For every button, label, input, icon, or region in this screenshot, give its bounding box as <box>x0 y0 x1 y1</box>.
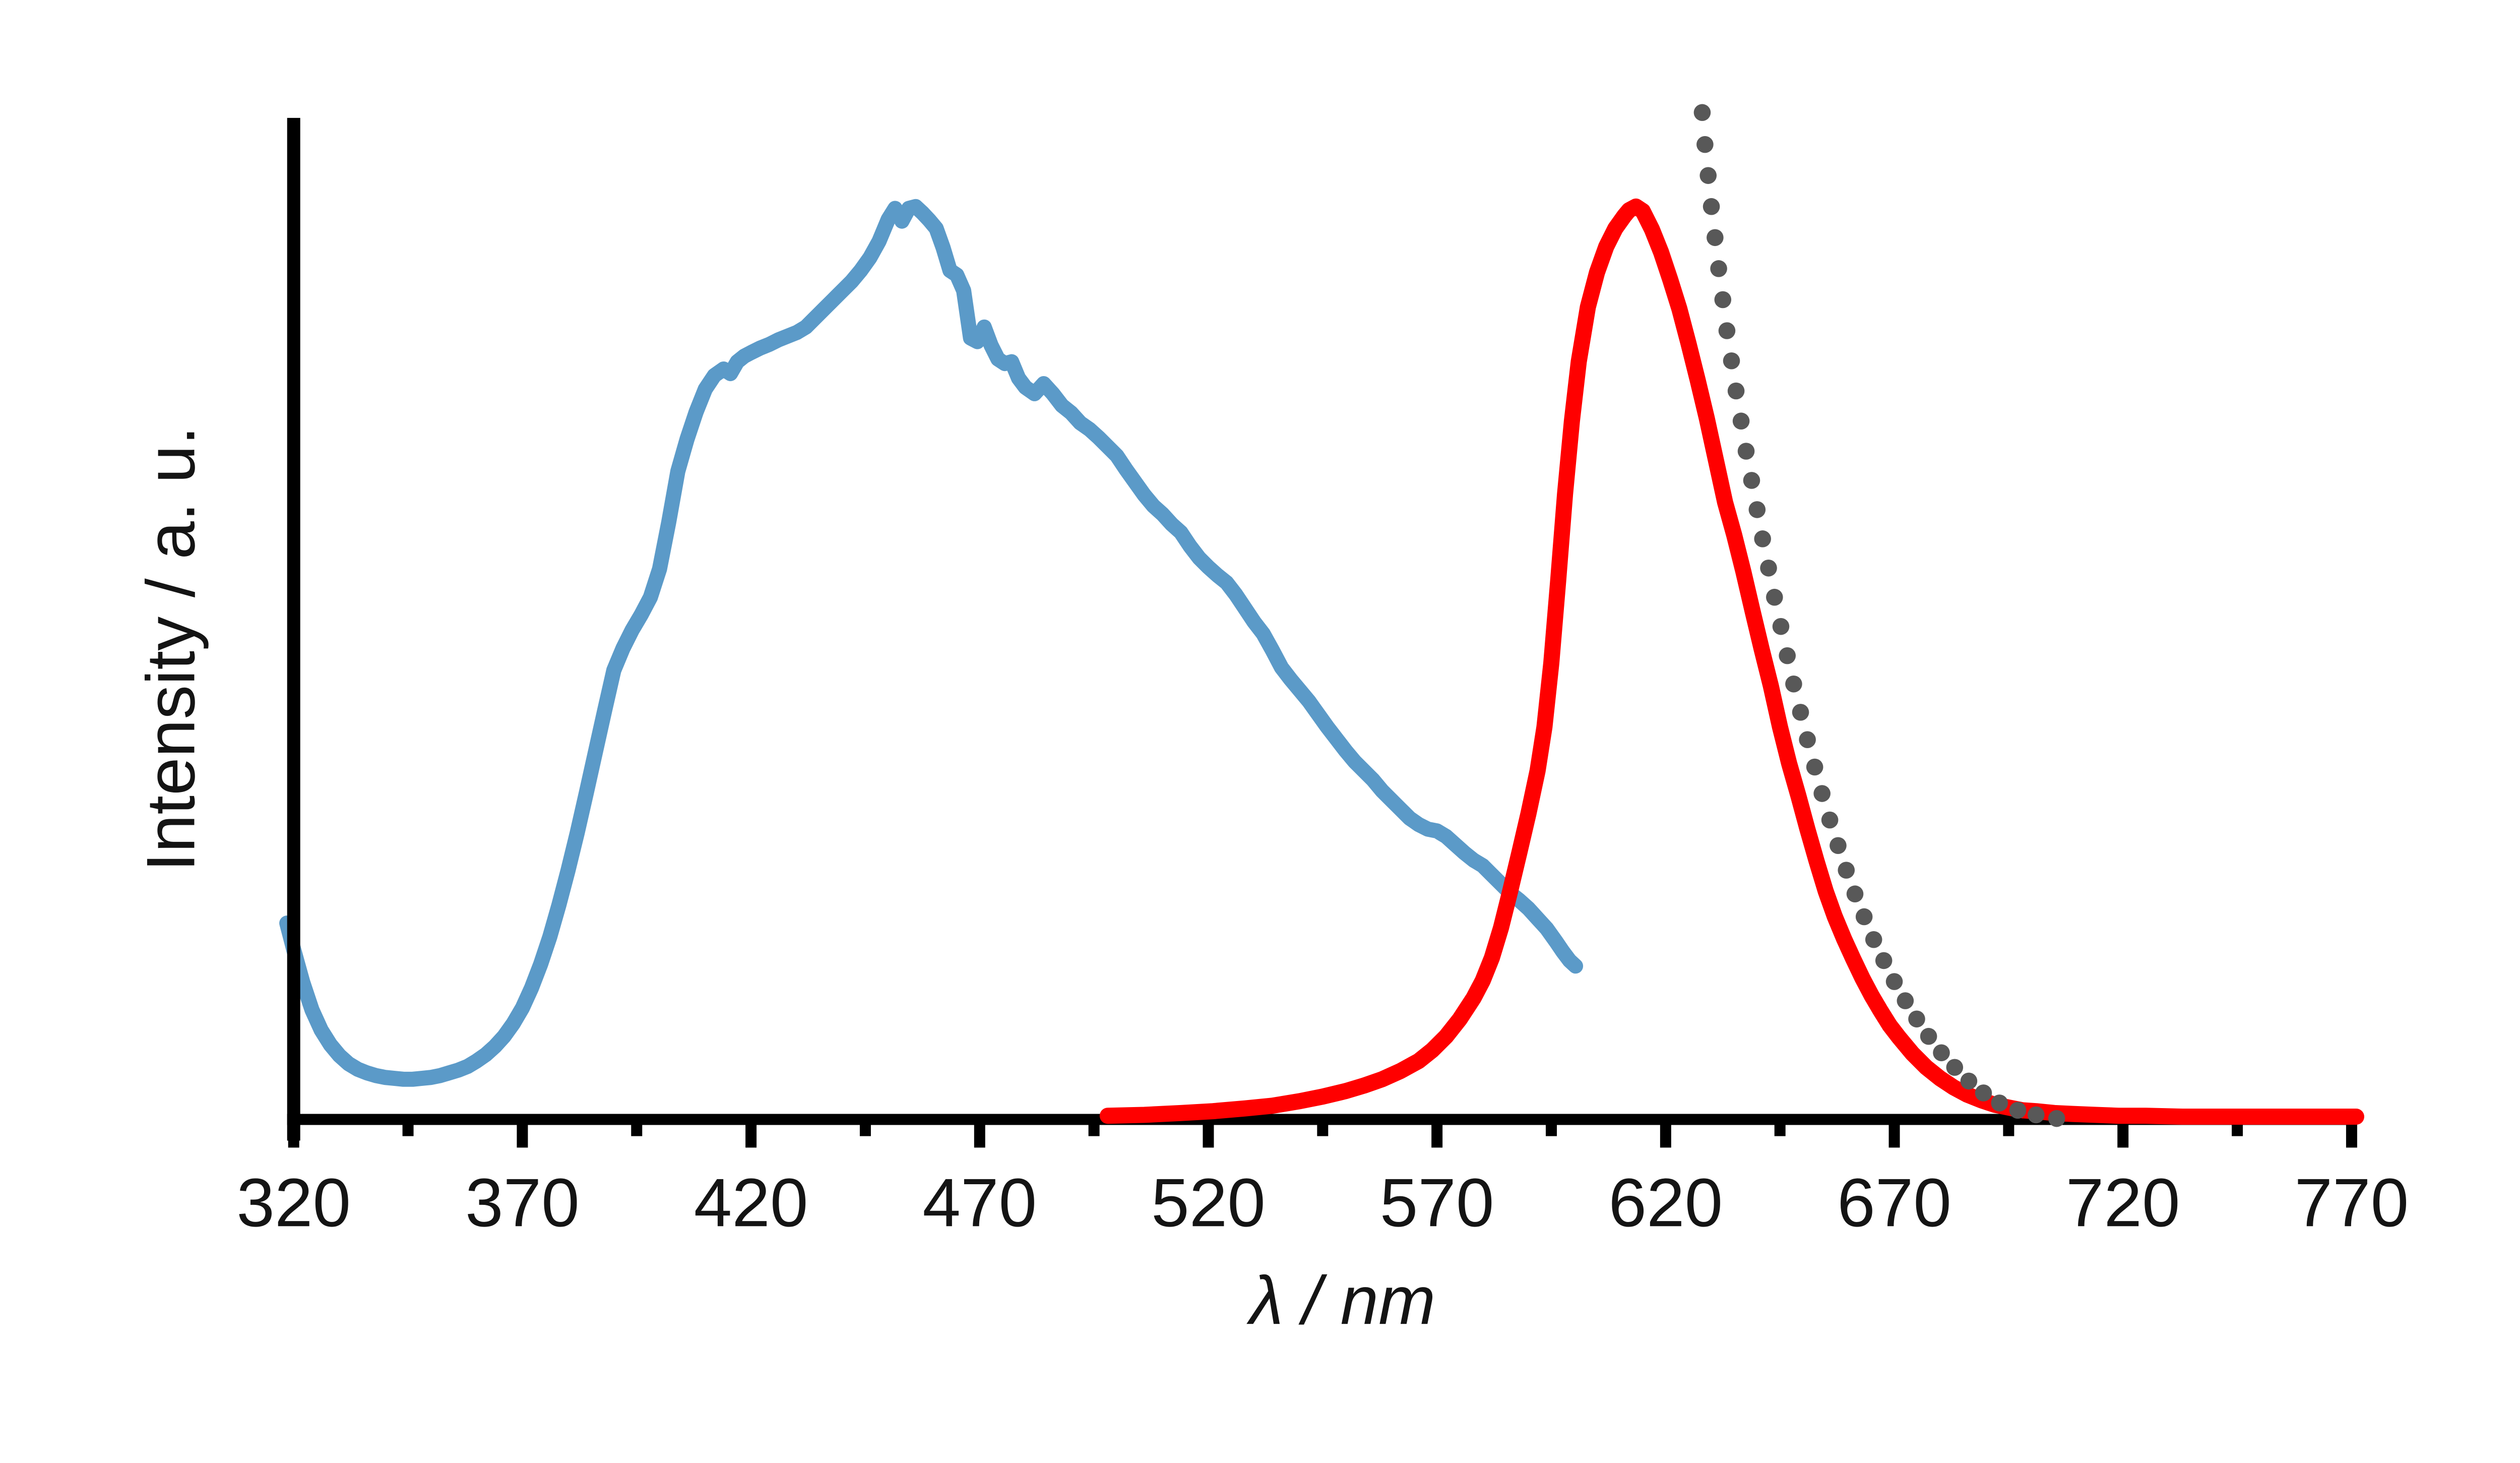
dotted-curve-dot <box>1710 260 1727 277</box>
x-tick-label-320: 320 <box>236 1164 351 1241</box>
dotted-curve-dot <box>1875 952 1893 969</box>
x-tick-label-570: 570 <box>1380 1164 1494 1241</box>
x-tick-label-520: 520 <box>1151 1164 1266 1241</box>
y-axis-title: Intensity / a. u. <box>132 426 209 872</box>
dotted-curve-dot <box>1813 785 1831 802</box>
dotted-curve-dot <box>1707 229 1724 247</box>
dotted-curve-dot <box>1703 198 1720 215</box>
x-tick-label-470: 470 <box>922 1164 1037 1241</box>
dotted-curve-dot <box>1718 322 1736 339</box>
dotted-curve-dot <box>1785 675 1802 693</box>
dotted-curve-dot <box>1838 862 1855 879</box>
dotted-curve-dot <box>1799 731 1816 748</box>
dotted-curve-dot <box>1748 501 1766 518</box>
dotted-curve-dot <box>2028 1106 2045 1124</box>
dotted-curve-dot <box>1806 758 1823 776</box>
dotted-curve-dot <box>1865 931 1882 948</box>
x-tick-label-620: 620 <box>1608 1164 1723 1241</box>
dotted-curve-dot <box>1696 136 1714 153</box>
dotted-curve-dot <box>1830 837 1847 855</box>
dotted-curve-dot <box>2048 1110 2065 1127</box>
dotted-curve-dot <box>1754 530 1771 547</box>
dotted-curve-dot <box>1792 704 1809 721</box>
dotted-curve-dot <box>1933 1044 1950 1062</box>
dotted-curve-dot <box>1760 559 1777 577</box>
dotted-curve-dot <box>1946 1059 1964 1076</box>
dotted-curve-dot <box>1960 1072 1978 1090</box>
dotted-curve-dot <box>1699 167 1717 184</box>
x-tick-label-720: 720 <box>2066 1164 2180 1241</box>
dotted-curve-dot <box>2009 1102 2027 1119</box>
dotted-curve-dot <box>1855 908 1873 926</box>
dotted-curve-dot <box>1779 647 1796 664</box>
dotted-curve-dot <box>1727 382 1745 400</box>
dotted-curve-dot <box>1920 1027 1937 1045</box>
dotted-curve-dot <box>1766 588 1783 606</box>
dotted-curve-dot <box>1991 1094 2008 1112</box>
dotted-curve-dot <box>1732 412 1750 430</box>
blue-spectrum-curve <box>279 199 1584 1087</box>
x-tick-label-420: 420 <box>694 1164 808 1241</box>
dotted-curve-dot <box>1885 973 1903 990</box>
x-tick-label-370: 370 <box>465 1164 580 1241</box>
x-tick-label-770: 770 <box>2295 1164 2409 1241</box>
dotted-curve-dot <box>1821 811 1839 829</box>
dotted-curve-dot <box>1737 443 1755 460</box>
dotted-curve-dot <box>1897 992 1914 1009</box>
x-tick-label-670: 670 <box>1837 1164 1951 1241</box>
dotted-curve-dot <box>1693 104 1711 121</box>
dotted-curve-dot <box>1714 291 1732 309</box>
dotted-curve-dot <box>1743 472 1760 489</box>
dotted-fit-curve <box>1693 104 2065 1127</box>
dotted-curve-dot <box>1975 1084 1992 1102</box>
dotted-curve-dot <box>1772 618 1790 635</box>
dotted-curve-dot <box>1723 352 1740 370</box>
x-axis-title: λ / nm <box>1246 1262 1435 1338</box>
dotted-curve-dot <box>1846 885 1864 903</box>
dotted-curve-dot <box>1908 1010 1925 1028</box>
red-spectrum-curve <box>1099 198 2364 1125</box>
